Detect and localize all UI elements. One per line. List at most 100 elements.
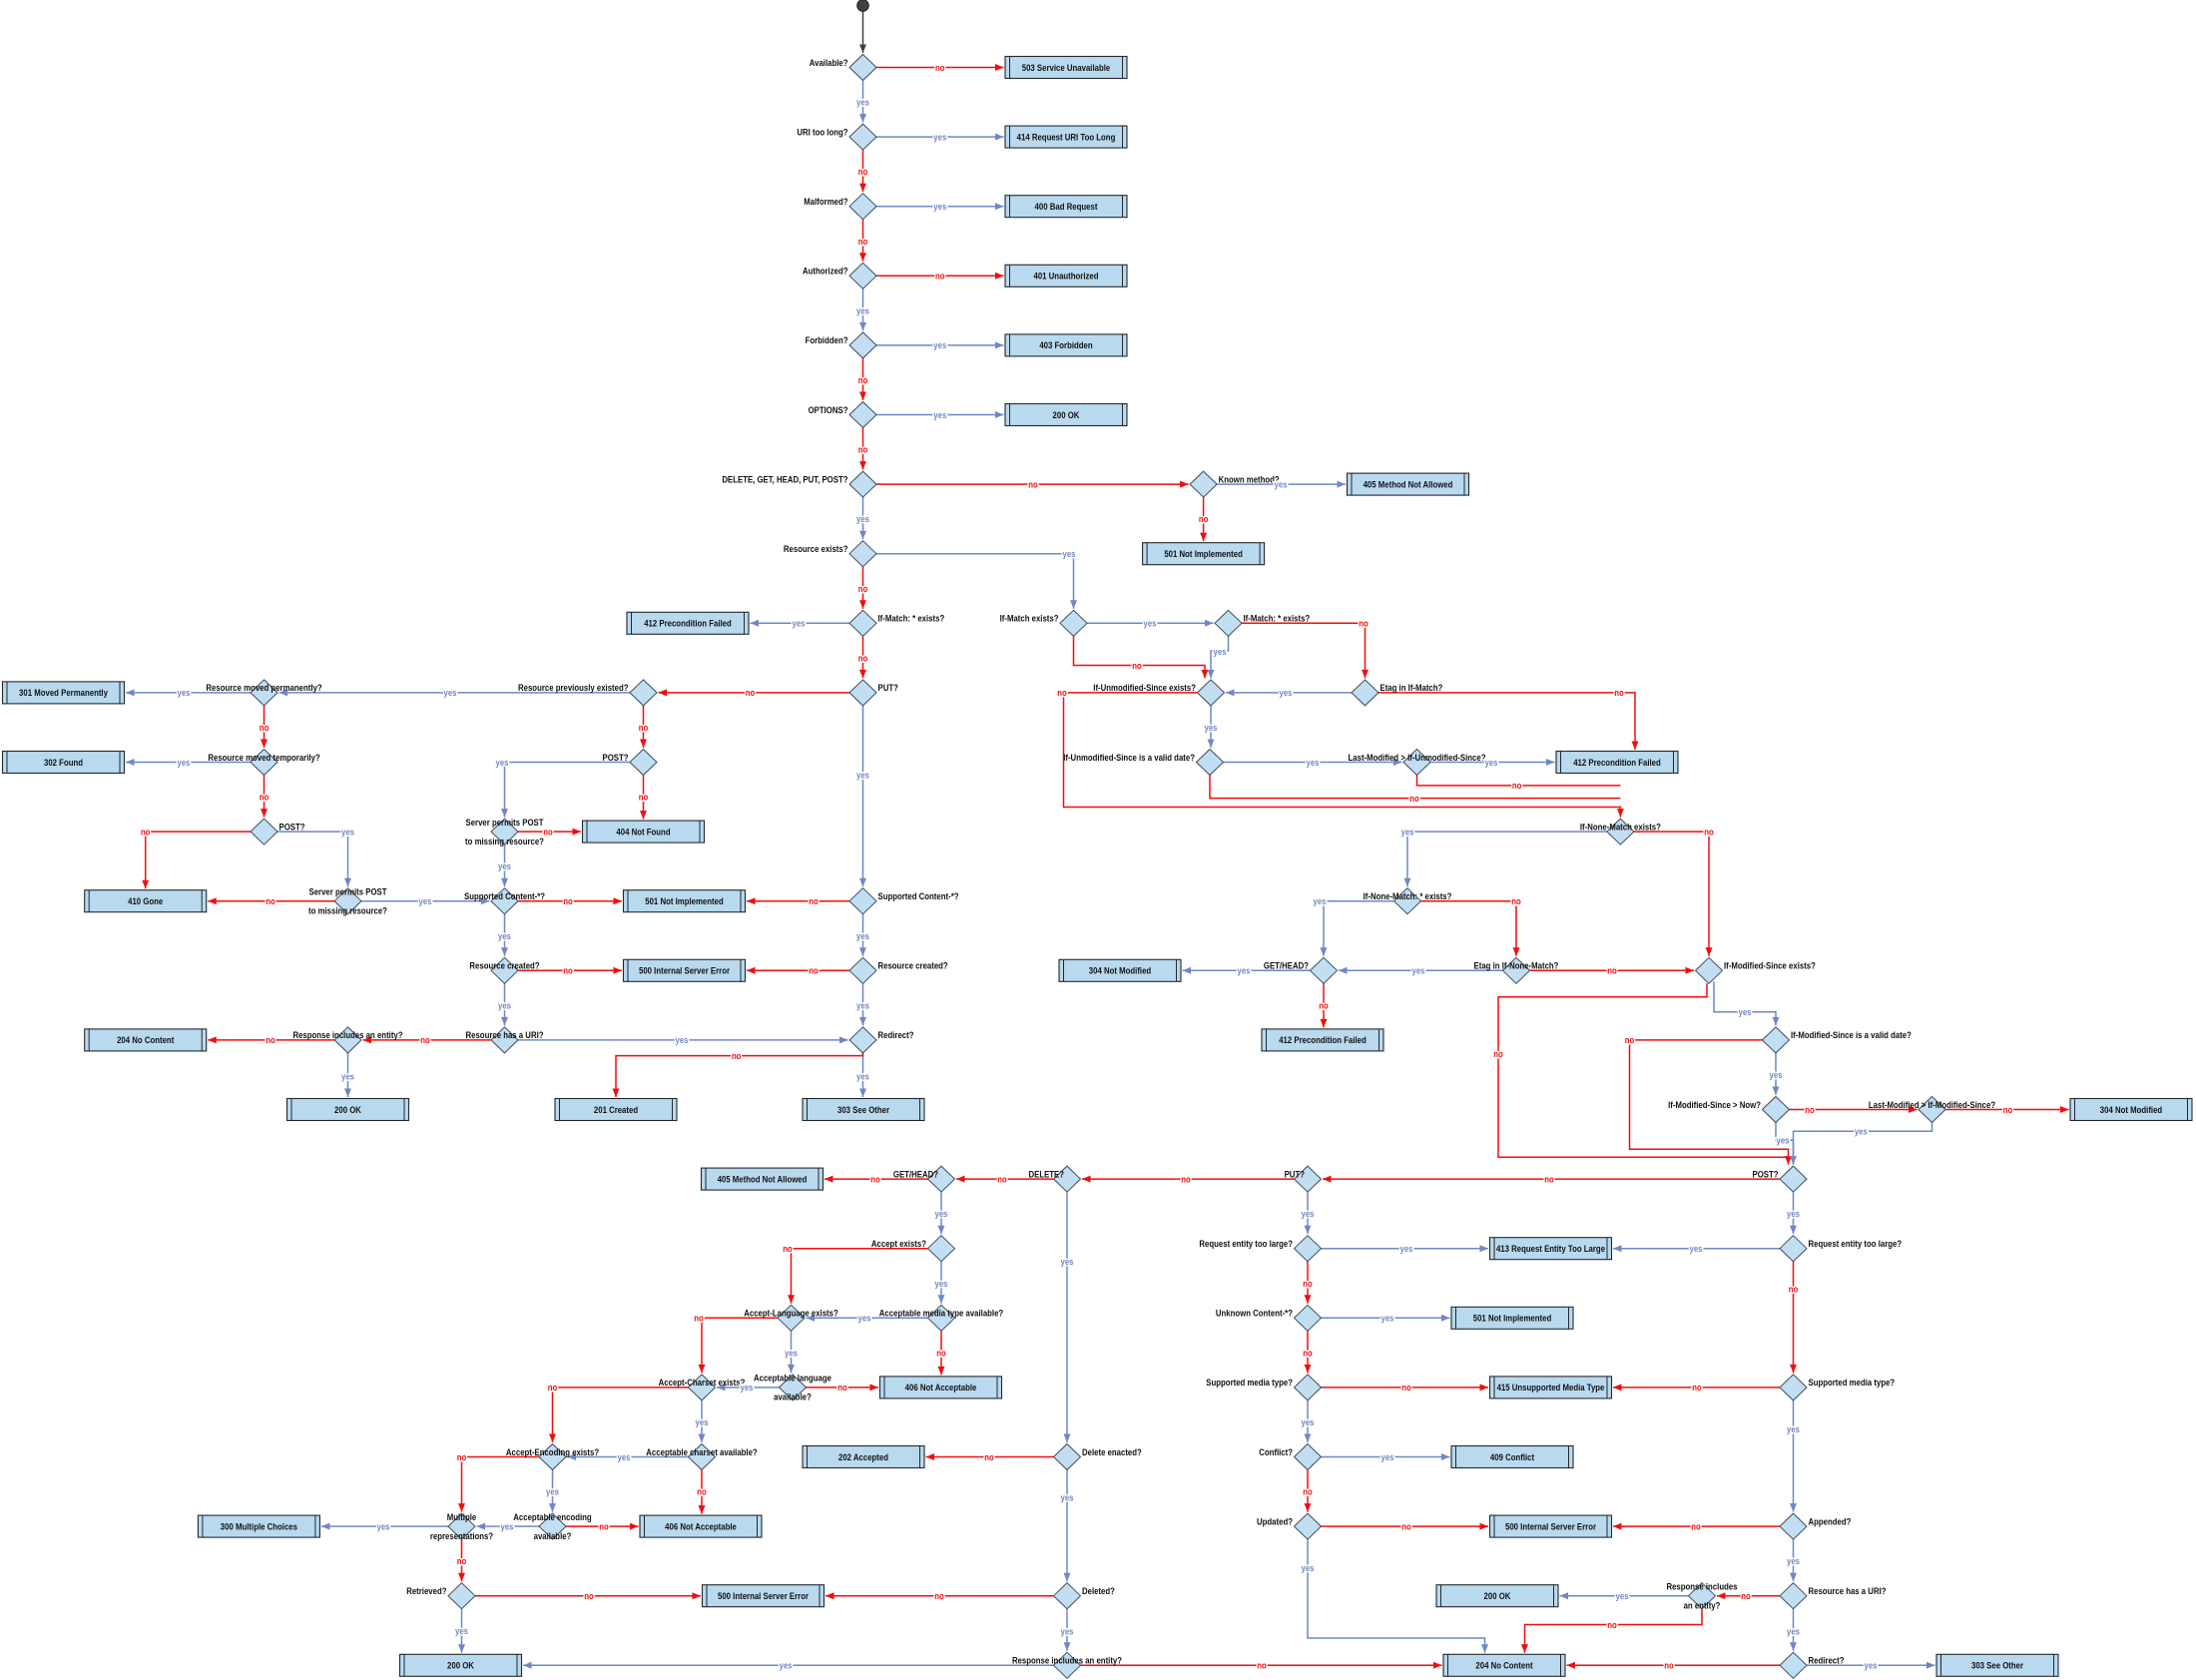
svg-text:Authorized?: Authorized? — [803, 267, 848, 277]
svg-text:yes: yes — [856, 98, 869, 108]
svg-text:no: no — [837, 1383, 847, 1393]
svg-text:202 Accepted: 202 Accepted — [838, 1452, 888, 1462]
svg-text:Redirect?: Redirect? — [1809, 1656, 1845, 1666]
svg-text:Accept exists?: Accept exists? — [871, 1239, 926, 1249]
svg-text:yes: yes — [419, 896, 432, 906]
svg-text:yes: yes — [1214, 647, 1227, 657]
svg-text:no: no — [1493, 1049, 1503, 1059]
svg-text:yes: yes — [1412, 966, 1425, 976]
svg-text:no: no — [746, 688, 756, 698]
svg-text:yes: yes — [858, 1314, 871, 1324]
svg-text:Resource moved permanently?: Resource moved permanently? — [206, 683, 321, 693]
svg-text:no: no — [858, 237, 868, 247]
svg-text:304 Not Modified: 304 Not Modified — [1089, 966, 1151, 976]
svg-text:yes: yes — [444, 688, 457, 698]
svg-text:yes: yes — [178, 758, 191, 768]
svg-text:403 Forbidden: 403 Forbidden — [1039, 340, 1092, 350]
svg-text:yes: yes — [933, 410, 946, 420]
svg-text:yes: yes — [1401, 827, 1414, 837]
svg-text:yes: yes — [1787, 1626, 1800, 1636]
svg-text:Redirect?: Redirect? — [878, 1030, 914, 1040]
svg-text:no: no — [1704, 827, 1714, 837]
svg-text:503 Service Unavailable: 503 Service Unavailable — [1022, 63, 1111, 73]
svg-text:yes: yes — [1061, 1257, 1074, 1267]
svg-text:yes: yes — [341, 1071, 354, 1081]
svg-text:no: no — [1257, 1661, 1267, 1671]
svg-text:no: no — [858, 167, 868, 177]
svg-text:yes: yes — [1307, 758, 1320, 768]
svg-text:no: no — [1614, 688, 1624, 698]
svg-text:413 Request Entity Too Large: 413 Request Entity Too Large — [1496, 1244, 1605, 1254]
svg-text:204 No Content: 204 No Content — [117, 1035, 174, 1045]
svg-text:no: no — [935, 272, 945, 281]
svg-text:no: no — [1805, 1105, 1815, 1115]
svg-text:Server permits POST: Server permits POST — [466, 818, 544, 828]
svg-text:yes: yes — [1770, 1070, 1783, 1080]
svg-text:yes: yes — [1275, 479, 1288, 489]
svg-text:yes: yes — [1485, 758, 1498, 768]
svg-text:yes: yes — [1787, 1424, 1800, 1434]
svg-text:yes: yes — [1061, 1626, 1074, 1636]
svg-text:Acceptable charset available?: Acceptable charset available? — [646, 1447, 757, 1457]
svg-text:no: no — [984, 1452, 994, 1462]
svg-text:Response includes: Response includes — [1666, 1582, 1737, 1592]
svg-text:Acceptable encoding: Acceptable encoding — [513, 1512, 591, 1522]
svg-text:no: no — [1132, 661, 1142, 671]
svg-text:Acceptable media type availabl: Acceptable media type available? — [879, 1309, 1003, 1319]
svg-text:yes: yes — [1144, 619, 1157, 629]
svg-text:Known method?: Known method? — [1219, 474, 1280, 484]
svg-text:Supported media type?: Supported media type? — [1206, 1378, 1293, 1388]
svg-text:302 Found: 302 Found — [44, 758, 83, 768]
svg-text:Appended?: Appended? — [1809, 1516, 1852, 1526]
svg-text:yes: yes — [1238, 966, 1251, 976]
svg-text:no: no — [639, 793, 649, 803]
svg-text:POST?: POST? — [1753, 1169, 1779, 1179]
svg-text:Unknown Content-*?: Unknown Content-*? — [1216, 1309, 1293, 1319]
svg-text:500 Internal Server Error: 500 Internal Server Error — [1505, 1521, 1596, 1531]
svg-text:yes: yes — [178, 688, 191, 698]
svg-text:If-Modified-Since exists?: If-Modified-Since exists? — [1724, 961, 1816, 971]
svg-text:yes: yes — [856, 514, 869, 524]
svg-text:501 Not Implemented: 501 Not Implemented — [645, 896, 724, 906]
svg-text:501 Not Implemented: 501 Not Implemented — [1164, 549, 1243, 559]
svg-text:yes: yes — [1302, 1209, 1315, 1219]
svg-text:no: no — [457, 1556, 467, 1566]
svg-text:no: no — [1607, 1620, 1617, 1630]
svg-text:If-Match: * exists?: If-Match: * exists? — [878, 614, 945, 624]
svg-text:no: no — [858, 653, 868, 663]
svg-text:300 Multiple Choices: 300 Multiple Choices — [221, 1521, 297, 1531]
svg-text:PUT?: PUT? — [878, 683, 898, 693]
svg-text:no: no — [599, 1521, 609, 1531]
svg-text:no: no — [1409, 794, 1419, 804]
svg-text:Request entity too large?: Request entity too large? — [1199, 1239, 1293, 1249]
svg-text:yes: yes — [1061, 1492, 1074, 1502]
svg-text:no: no — [1057, 688, 1067, 698]
svg-text:no: no — [936, 1348, 946, 1358]
svg-text:no: no — [266, 896, 275, 906]
svg-text:yes: yes — [1280, 688, 1293, 698]
svg-text:no: no — [584, 1591, 594, 1601]
svg-text:Response includes an entity?: Response includes an entity? — [1012, 1656, 1122, 1666]
svg-text:yes: yes — [1616, 1591, 1629, 1601]
svg-text:200 OK: 200 OK — [1484, 1591, 1511, 1601]
svg-text:Etag in If-Match?: Etag in If-Match? — [1380, 683, 1443, 693]
svg-text:yes: yes — [498, 1000, 511, 1010]
svg-text:yes: yes — [1302, 1417, 1315, 1427]
svg-text:yes: yes — [1381, 1314, 1394, 1324]
svg-text:yes: yes — [1400, 1244, 1413, 1254]
svg-text:yes: yes — [785, 1348, 798, 1358]
svg-text:no: no — [563, 966, 573, 976]
svg-text:yes: yes — [498, 861, 511, 871]
svg-text:no: no — [1181, 1174, 1191, 1184]
svg-text:301 Moved Permanently: 301 Moved Permanently — [19, 688, 108, 698]
svg-text:no: no — [1625, 1035, 1635, 1045]
svg-text:no: no — [420, 1035, 430, 1045]
svg-text:Supported media type?: Supported media type? — [1809, 1378, 1896, 1388]
svg-text:yes: yes — [546, 1487, 559, 1497]
svg-text:If-Match exists?: If-Match exists? — [1000, 614, 1059, 624]
svg-text:Resource exists?: Resource exists? — [784, 544, 848, 554]
svg-text:404 Not Found: 404 Not Found — [616, 827, 670, 837]
svg-text:yes: yes — [1777, 1136, 1790, 1146]
svg-text:yes: yes — [618, 1452, 631, 1462]
svg-text:yes: yes — [933, 202, 946, 212]
